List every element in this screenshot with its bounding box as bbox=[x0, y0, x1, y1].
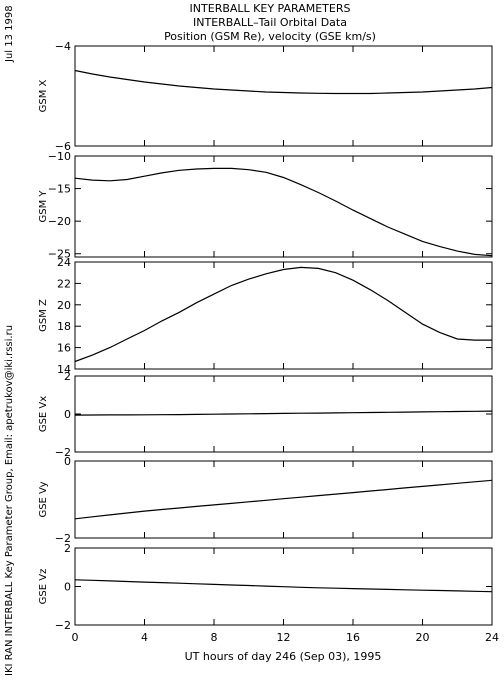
panel-5-ylabel: GSE Vy bbox=[38, 481, 49, 517]
panel-2: −10 −15 −20 −25 GSM Y bbox=[38, 150, 493, 261]
panel-5-ytick-label: −2 bbox=[55, 532, 71, 545]
x-tick-label: 8 bbox=[211, 631, 218, 644]
panel-6-ylabel: GSE Vz bbox=[38, 569, 49, 605]
panel-1: −4 −6 GSM X bbox=[38, 40, 493, 153]
panel-3-ytick-label: 18 bbox=[57, 320, 71, 333]
panel-4-ytick-label: 0 bbox=[64, 408, 71, 421]
panel-4-ytick-label: −2 bbox=[55, 446, 71, 459]
panel-3-ytick-label: 20 bbox=[57, 299, 71, 312]
panel-6-ytick-label: 0 bbox=[64, 581, 71, 594]
x-tick-label: 16 bbox=[346, 631, 360, 644]
panel-4-ytick-label: 2 bbox=[64, 370, 71, 383]
panel-2-ytick-label: −20 bbox=[48, 215, 71, 228]
panel-2-series-line bbox=[74, 167, 493, 257]
panel-3-ytick-label: 22 bbox=[57, 277, 71, 290]
panel-4-ylabel: GSE Vx bbox=[38, 396, 49, 432]
panel-1-ylabel: GSM X bbox=[38, 79, 49, 112]
panel-3-series-line bbox=[74, 266, 492, 363]
panel-2-ylabel: GSM Y bbox=[38, 190, 49, 223]
panel-1-ytick-label: −4 bbox=[55, 40, 71, 53]
panel-6-series-line bbox=[74, 579, 493, 593]
panel-2-ytick-label: −10 bbox=[48, 150, 71, 163]
panel-3-ytick-label: 16 bbox=[57, 342, 71, 355]
panel-3-ylabel: GSM Z bbox=[38, 299, 49, 332]
x-axis-label: UT hours of day 246 (Sep 03), 1995 bbox=[185, 650, 382, 663]
figure-title-line-2: INTERBALL–Tail Orbital Data bbox=[193, 16, 347, 29]
panel-6-ytick-label: −2 bbox=[55, 619, 71, 632]
panel-4-series-line bbox=[74, 410, 493, 416]
panel-4: 2 0 −2 GSE Vx bbox=[38, 370, 493, 459]
x-tick-label: 0 bbox=[72, 631, 79, 644]
x-tick-label: 24 bbox=[485, 631, 499, 644]
panel-2-ytick-label: −25 bbox=[48, 248, 71, 261]
panel-3: 14 16 18 20 22 24 GSM Z bbox=[38, 256, 493, 376]
panel-3-ytick-label: 14 bbox=[57, 363, 71, 376]
figure-title-line-3: Position (GSM Re), velocity (GSE km/s) bbox=[164, 30, 376, 43]
panel-5-ytick-label: 0 bbox=[64, 455, 71, 468]
side-date-label: Jul 13 1998 bbox=[4, 5, 15, 63]
side-credit-label: IKI RAN INTERBALL Key Parameter Group, E… bbox=[4, 325, 15, 676]
x-tick-label: 20 bbox=[416, 631, 430, 644]
panel-1-ytick-label: −6 bbox=[55, 140, 71, 153]
panel-2-ytick-label: −15 bbox=[48, 183, 71, 196]
panel-3-ytick-label: 24 bbox=[57, 256, 71, 269]
panel-1-series-line bbox=[74, 69, 493, 95]
x-tick-label: 4 bbox=[141, 631, 148, 644]
figure-title-line-1: INTERBALL KEY PARAMETERS bbox=[190, 2, 351, 15]
panel-6-ytick-label: 2 bbox=[64, 542, 71, 555]
x-tick-label: 12 bbox=[277, 631, 291, 644]
panel-5-series-line bbox=[74, 479, 493, 520]
panel-5: 0 −2 GSE Vy bbox=[38, 455, 493, 545]
